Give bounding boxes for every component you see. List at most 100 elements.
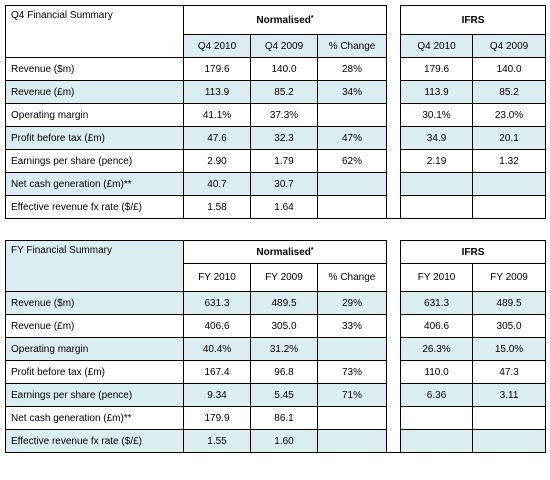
cell: 85.2 — [250, 80, 318, 104]
cell: 179.6 — [183, 57, 251, 81]
cell: 33% — [316, 314, 388, 338]
row-label: Revenue ($m) — [5, 291, 184, 315]
cell: 40.7 — [183, 172, 251, 196]
col-header: FY 2010 — [400, 263, 474, 292]
cell: 179.6 — [400, 57, 474, 81]
cell: 2.90 — [183, 149, 251, 173]
row-label: Effective revenue fx rate ($/£) — [5, 195, 184, 219]
cell: 305.0 — [250, 314, 318, 338]
col-header: Q4 2009 — [250, 34, 318, 58]
cell — [400, 406, 474, 430]
cell — [400, 195, 474, 219]
cell: 9.34 — [183, 383, 251, 407]
cell — [400, 172, 474, 196]
cell — [400, 429, 474, 453]
cell: 113.9 — [400, 80, 474, 104]
table-row: Earnings per share (pence) 2.90 1.79 62%… — [5, 149, 547, 173]
table-row: Revenue (£m) 113.9 85.2 34% 113.9 85.2 — [5, 80, 547, 104]
col-header: FY 2009 — [472, 263, 547, 292]
cell — [316, 172, 388, 196]
table-row: Revenue (£m) 406.6 305.0 33% 406.6 305.0 — [5, 314, 547, 338]
cell: 47.6 — [183, 126, 251, 150]
fy-normalised-header: Normalised* — [182, 240, 388, 264]
cell: 3.11 — [472, 383, 547, 407]
cell: 110.0 — [400, 360, 474, 384]
cell: 489.5 — [250, 291, 318, 315]
cell: 23.0% — [472, 103, 547, 127]
cell: 20.1 — [472, 126, 547, 150]
cell — [316, 406, 388, 430]
table-row: Earnings per share (pence) 9.34 5.45 71%… — [5, 383, 547, 407]
cell: 32.3 — [250, 126, 318, 150]
cell: 406.6 — [183, 314, 251, 338]
fy-ifrs-header: IFRS — [400, 240, 547, 264]
cell: 96.8 — [250, 360, 318, 384]
cell: 29% — [316, 291, 388, 315]
cell — [316, 103, 388, 127]
row-label: Profit before tax (£m) — [5, 360, 184, 384]
table-row: Revenue ($m) 179.6 140.0 28% 179.6 140.0 — [5, 57, 547, 81]
table-row: Effective revenue fx rate ($/£) 1.55 1.6… — [5, 429, 547, 453]
row-label: Revenue (£m) — [5, 80, 184, 104]
cell: 489.5 — [472, 291, 547, 315]
cell: 62% — [316, 149, 388, 173]
col-header: % Change — [316, 263, 388, 292]
cell: 71% — [316, 383, 388, 407]
row-label: Revenue ($m) — [5, 57, 184, 81]
row-label: Net cash generation (£m)** — [5, 406, 184, 430]
col-header: Q4 2009 — [472, 34, 547, 58]
row-label: Operating margin — [5, 337, 184, 361]
cell: 113.9 — [183, 80, 251, 104]
col-header: FY 2010 — [183, 263, 251, 292]
cell: 37.3% — [250, 103, 318, 127]
cell: 26.3% — [400, 337, 474, 361]
row-label: Effective revenue fx rate ($/£) — [5, 429, 184, 453]
col-header: Q4 2010 — [400, 34, 474, 58]
cell: 167.4 — [183, 360, 251, 384]
fy-table-title: FY Financial Summary — [5, 240, 184, 292]
cell — [472, 429, 547, 453]
cell: 140.0 — [472, 57, 547, 81]
cell: 30.1% — [400, 103, 474, 127]
cell: 1.64 — [250, 195, 318, 219]
table-row: Operating margin 40.4% 31.2% 26.3% 15.0% — [5, 337, 547, 361]
table-row: Net cash generation (£m)** 179.9 86.1 — [5, 406, 547, 430]
row-label: Net cash generation (£m)** — [5, 172, 184, 196]
cell — [472, 195, 547, 219]
cell: 34.9 — [400, 126, 474, 150]
cell: 631.3 — [183, 291, 251, 315]
cell — [472, 406, 547, 430]
col-header: FY 2009 — [250, 263, 318, 292]
row-label: Operating margin — [5, 103, 184, 127]
q4-summary-table: Q4 Financial Summary Normalised* IFRS Q4… — [5, 5, 547, 219]
col-header: % Change — [316, 34, 388, 58]
row-label: Profit before tax (£m) — [5, 126, 184, 150]
cell: 179.9 — [183, 406, 251, 430]
cell: 1.60 — [250, 429, 318, 453]
cell: 406.6 — [400, 314, 474, 338]
cell: 2.19 — [400, 149, 474, 173]
cell: 73% — [316, 360, 388, 384]
cell: 85.2 — [472, 80, 547, 104]
row-label: Earnings per share (pence) — [5, 383, 184, 407]
q4-ifrs-header: IFRS — [400, 5, 547, 35]
table-row: Net cash generation (£m)** 40.7 30.7 — [5, 172, 547, 196]
cell: 5.45 — [250, 383, 318, 407]
cell: 47.3 — [472, 360, 547, 384]
table-row: Profit before tax (£m) 47.6 32.3 47% 34.… — [5, 126, 547, 150]
cell: 305.0 — [472, 314, 547, 338]
cell — [316, 429, 388, 453]
cell: 30.7 — [250, 172, 318, 196]
cell: 631.3 — [400, 291, 474, 315]
table-row: Effective revenue fx rate ($/£) 1.58 1.6… — [5, 195, 547, 219]
row-label: Earnings per share (pence) — [5, 149, 184, 173]
cell: 47% — [316, 126, 388, 150]
cell: 86.1 — [250, 406, 318, 430]
cell: 1.32 — [472, 149, 547, 173]
col-header: Q4 2010 — [183, 34, 251, 58]
cell — [472, 172, 547, 196]
cell — [316, 337, 388, 361]
cell: 1.79 — [250, 149, 318, 173]
cell: 34% — [316, 80, 388, 104]
cell: 31.2% — [250, 337, 318, 361]
